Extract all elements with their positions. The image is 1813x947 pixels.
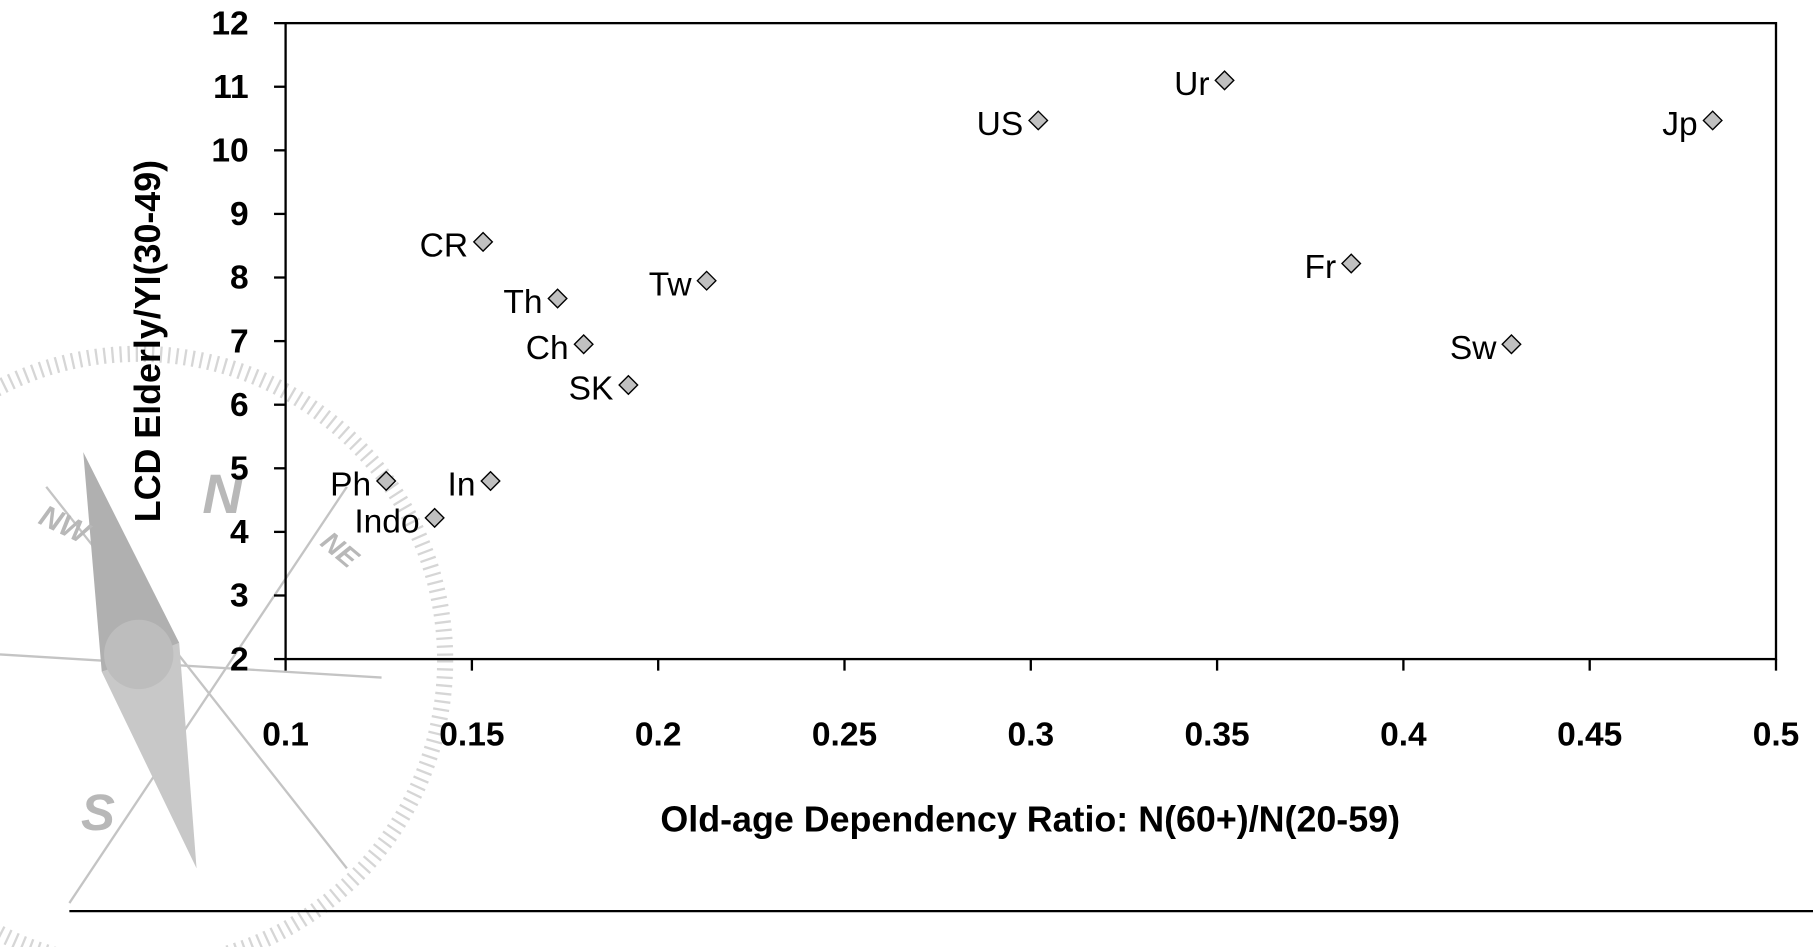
compass-needle [83, 452, 180, 672]
point-label: Jp [1662, 106, 1697, 143]
y-tick-label: 4 [230, 514, 249, 551]
x-axis-title: Old-age Dependency Ratio: N(60+)/N(20-59… [660, 800, 1400, 840]
compass-ring [0, 345, 454, 947]
watermark-label: NW [34, 499, 96, 551]
point-label: Tw [649, 266, 693, 303]
y-tick-label: 7 [230, 323, 249, 360]
point-label: CR [420, 228, 468, 265]
point-label: Fr [1305, 249, 1337, 286]
x-tick-label: 0.45 [1557, 716, 1622, 753]
y-tick-label: 11 [213, 69, 248, 106]
y-tick-label: 2 [230, 641, 249, 678]
y-tick-label: 10 [211, 133, 248, 170]
point-label: Ur [1174, 66, 1209, 103]
point-label: Ch [526, 330, 569, 367]
point-label: US [977, 106, 1024, 143]
y-axis-title: LCD Elderly/YI(30-49) [128, 160, 168, 522]
point-label: In [448, 467, 476, 504]
y-tick-label: 3 [230, 578, 249, 615]
x-tick-label: 0.4 [1380, 716, 1427, 753]
point-label: Th [503, 284, 542, 321]
compass-needle [101, 642, 197, 869]
y-tick-label: 5 [230, 450, 249, 487]
point [618, 374, 639, 396]
compass-hub [104, 619, 174, 690]
y-tick-label: 9 [230, 196, 249, 233]
y-tick-label: 8 [230, 260, 249, 297]
point [1341, 253, 1362, 274]
point-label: Sw [1450, 330, 1497, 367]
point [424, 507, 445, 529]
x-tick-label: 0.35 [1184, 716, 1249, 753]
point [1702, 110, 1723, 131]
compass-line [68, 486, 348, 904]
point [1501, 334, 1522, 355]
point [696, 270, 717, 291]
x-tick-label: 0.1 [262, 716, 309, 753]
point [480, 470, 501, 492]
watermark-label: N [202, 463, 244, 525]
point-label: Ph [330, 467, 371, 504]
y-tick-label: 12 [211, 5, 248, 42]
x-tick-label: 0.5 [1753, 716, 1800, 753]
x-tick-label: 0.25 [812, 716, 877, 753]
y-tick-label: 6 [230, 387, 249, 424]
watermark-label: S [81, 784, 115, 841]
point [547, 288, 568, 309]
point [573, 334, 594, 355]
point-label: SK [569, 371, 614, 408]
compass-line [0, 653, 382, 679]
x-tick-label: 0.3 [1008, 716, 1055, 753]
point [1214, 70, 1235, 91]
x-tick-label: 0.2 [635, 716, 682, 753]
point [472, 231, 494, 253]
compass-watermark [0, 345, 454, 947]
point [1028, 110, 1049, 131]
point-label: Indo [354, 504, 419, 541]
point [375, 470, 397, 492]
x-tick-label: 0.15 [439, 716, 504, 753]
